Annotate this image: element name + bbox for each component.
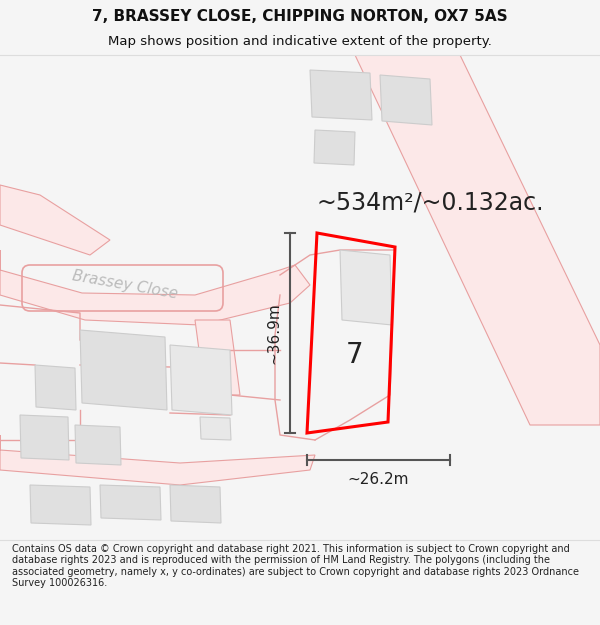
Polygon shape — [0, 250, 310, 325]
Text: Contains OS data © Crown copyright and database right 2021. This information is : Contains OS data © Crown copyright and d… — [12, 544, 579, 588]
Polygon shape — [340, 250, 392, 325]
Polygon shape — [314, 130, 355, 165]
Polygon shape — [310, 70, 372, 120]
Text: ~534m²/~0.132ac.: ~534m²/~0.132ac. — [316, 191, 544, 215]
Polygon shape — [100, 485, 161, 520]
Polygon shape — [20, 415, 69, 460]
Text: 7: 7 — [346, 341, 364, 369]
Polygon shape — [30, 485, 91, 525]
Polygon shape — [355, 55, 600, 425]
Polygon shape — [0, 435, 315, 485]
Text: Map shows position and indicative extent of the property.: Map shows position and indicative extent… — [108, 35, 492, 48]
Polygon shape — [0, 185, 110, 255]
Text: ~36.9m: ~36.9m — [266, 302, 281, 364]
Polygon shape — [170, 485, 221, 523]
Polygon shape — [170, 345, 232, 415]
Polygon shape — [35, 365, 76, 410]
Text: 7, BRASSEY CLOSE, CHIPPING NORTON, OX7 5AS: 7, BRASSEY CLOSE, CHIPPING NORTON, OX7 5… — [92, 9, 508, 24]
Polygon shape — [200, 417, 231, 440]
Polygon shape — [195, 320, 240, 395]
Text: ~26.2m: ~26.2m — [348, 472, 409, 488]
Polygon shape — [380, 75, 432, 125]
Text: Brassey Close: Brassey Close — [71, 268, 179, 302]
Polygon shape — [80, 330, 167, 410]
Polygon shape — [75, 425, 121, 465]
